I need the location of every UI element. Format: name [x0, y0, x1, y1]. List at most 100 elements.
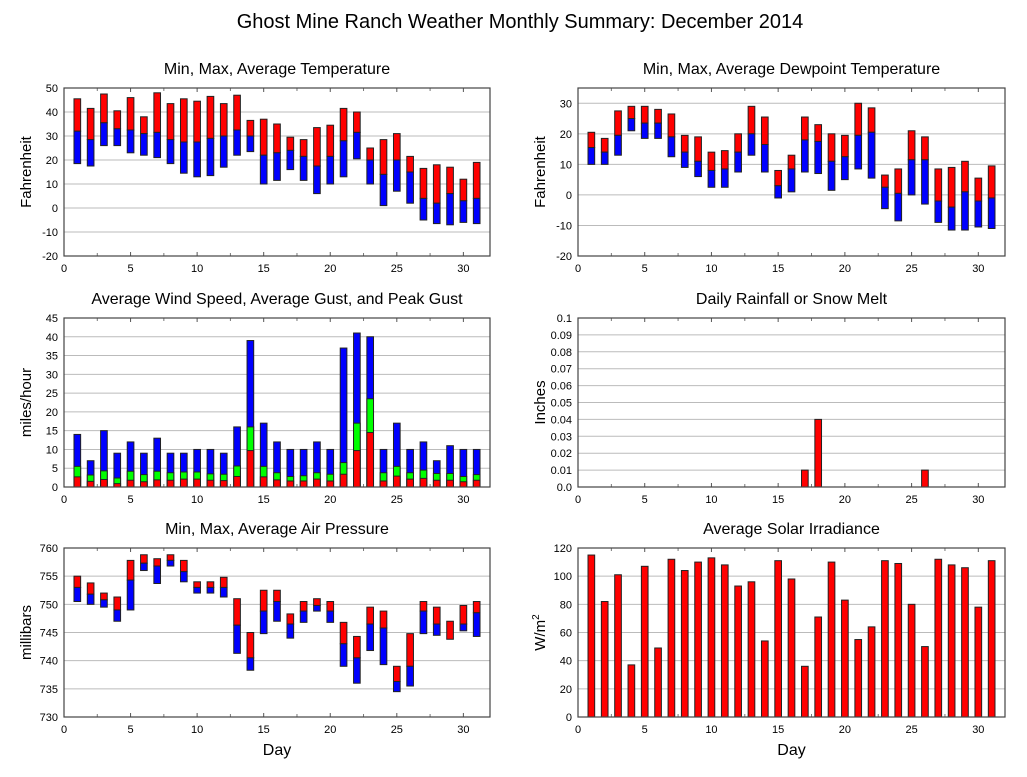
bar-max-segment [459, 178, 468, 202]
x-tick-label: 10 [705, 494, 717, 506]
bar-max-segment [747, 105, 756, 135]
bar [760, 640, 769, 718]
bar-max-segment [406, 155, 414, 173]
bar-average-wind [233, 475, 241, 488]
bar-max-segment [472, 601, 481, 614]
bar-max-segment [379, 610, 388, 629]
bar-max-segment [707, 151, 716, 171]
bar-avg-segment [86, 593, 95, 605]
x-axis-label: Day [777, 742, 805, 759]
bar-avg-segment [947, 206, 956, 231]
bar [774, 560, 782, 718]
bar-max-segment [974, 177, 983, 202]
bar [854, 639, 863, 718]
bar-average-wind [126, 479, 135, 488]
y-tick-label: 0.1 [557, 313, 572, 325]
bar-avg-segment [747, 133, 756, 156]
bar-avg-segment [680, 151, 689, 168]
bar-avg-segment [219, 135, 228, 168]
x-tick-label: 25 [391, 263, 403, 275]
bar-avg-segment [419, 610, 428, 635]
chart-temp: Min, Max, Average Temperature -20 -10 0 10 20… [18, 61, 491, 275]
bar-max-segment [379, 139, 388, 175]
bar [667, 558, 676, 718]
bar-max-segment [126, 559, 135, 581]
bar-max-segment [827, 133, 836, 162]
bar [720, 564, 729, 718]
y-tick-label: 0.0 [557, 482, 572, 494]
bar-avg-segment [140, 562, 148, 572]
bar-max-segment [273, 589, 281, 603]
y-tick-label: 5 [52, 463, 58, 475]
y-tick-label: 0.06 [551, 381, 572, 393]
bar-average-wind [459, 481, 468, 488]
bar-max-segment [406, 633, 414, 667]
y-tick-label: 40 [560, 656, 572, 668]
bar-avg-segment [326, 155, 335, 185]
bar [827, 561, 836, 718]
bar-avg-segment [86, 139, 95, 167]
chart-title: Daily Rainfall or Snow Melt [696, 291, 888, 308]
bar-avg-segment [614, 134, 622, 156]
bar-average-wind [140, 481, 148, 488]
y-tick-label: 740 [40, 656, 58, 668]
bar-max-segment [459, 604, 468, 625]
x-tick-label: 20 [839, 263, 851, 275]
x-tick-label: 0 [575, 724, 581, 736]
bar [934, 558, 943, 718]
y-tick-label: 35 [46, 351, 58, 363]
x-tick-label: 0 [575, 494, 581, 506]
y-tick-label: 0 [566, 190, 572, 202]
bar-max-segment [694, 136, 702, 162]
bar-average-wind [472, 479, 481, 488]
y-tick-label: -10 [42, 227, 58, 239]
bar-max-segment [366, 606, 375, 625]
bar-avg-segment [600, 151, 609, 165]
bar-max-segment [720, 150, 729, 170]
x-tick-label: 10 [705, 724, 717, 736]
bar-max-segment [193, 581, 201, 588]
bar-avg-segment [246, 657, 255, 671]
x-tick-label: 5 [642, 263, 648, 275]
x-tick-label: 5 [642, 494, 648, 506]
bar-max-segment [219, 103, 228, 137]
bar-avg-segment [73, 130, 82, 165]
plot-frame [577, 547, 1006, 718]
x-tick-label: 20 [324, 494, 336, 506]
y-tick-label: 100 [554, 571, 572, 583]
bar-max-segment [286, 613, 295, 625]
bar-avg-segment [987, 197, 996, 230]
y-axis-label: Inches [532, 380, 549, 424]
bar-avg-segment [299, 155, 308, 181]
bar [707, 557, 716, 718]
bar-max-segment [419, 601, 428, 612]
bar [907, 603, 916, 718]
bar-max-segment [246, 119, 255, 137]
bar-average-wind [392, 475, 401, 488]
bar-avg-segment [140, 133, 148, 156]
bar-avg-segment [472, 612, 481, 637]
bar-max-segment [867, 107, 876, 133]
bar [814, 616, 823, 718]
bar-avg-segment [640, 122, 649, 139]
bar-average-wind [419, 477, 428, 488]
bar-avg-segment [193, 141, 201, 178]
bar-max-segment [259, 118, 268, 156]
bar-avg-segment [841, 156, 849, 181]
bar-avg-segment [814, 140, 823, 175]
bar-avg-segment [446, 193, 454, 226]
bar-avg-segment [694, 160, 702, 178]
x-tick-label: 5 [642, 724, 648, 736]
bar-max-segment [219, 576, 228, 588]
bar-max-segment [921, 136, 929, 161]
bar [787, 578, 796, 718]
x-tick-label: 25 [391, 494, 403, 506]
bar-max-segment [179, 98, 188, 143]
bar-max-segment [206, 95, 215, 139]
bar-average-wind [166, 479, 175, 488]
bar-avg-segment [166, 559, 175, 567]
bar-max-segment [153, 558, 162, 567]
bar [587, 554, 596, 718]
bar-max-segment [627, 105, 636, 120]
